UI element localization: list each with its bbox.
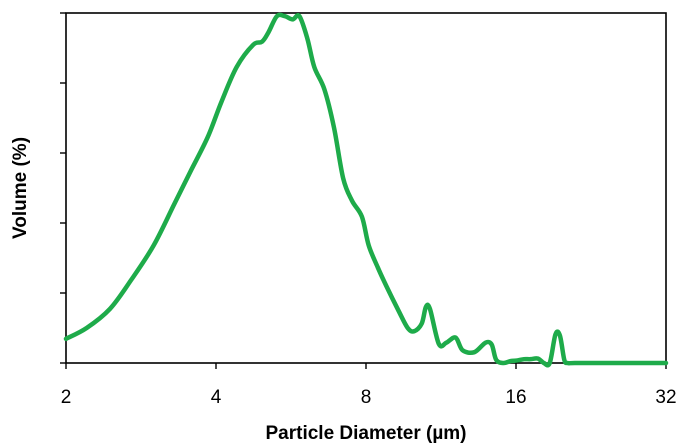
y-axis-title: Volume (%)	[10, 137, 31, 239]
series-line	[63, 12, 669, 368]
x-tick-label: 8	[361, 387, 372, 408]
series-group	[63, 12, 669, 368]
x-axis-tick-labels: 2 4 8 16 32	[61, 387, 677, 408]
x-tick-label: 32	[655, 387, 676, 408]
y-axis-ticks	[60, 12, 66, 364]
x-tick-label: 4	[211, 387, 222, 408]
plot-frame	[65, 12, 667, 364]
x-axis-title: Particle Diameter (µm)	[265, 423, 466, 444]
x-tick-label: 16	[505, 387, 526, 408]
x-tick-label: 2	[61, 387, 72, 408]
